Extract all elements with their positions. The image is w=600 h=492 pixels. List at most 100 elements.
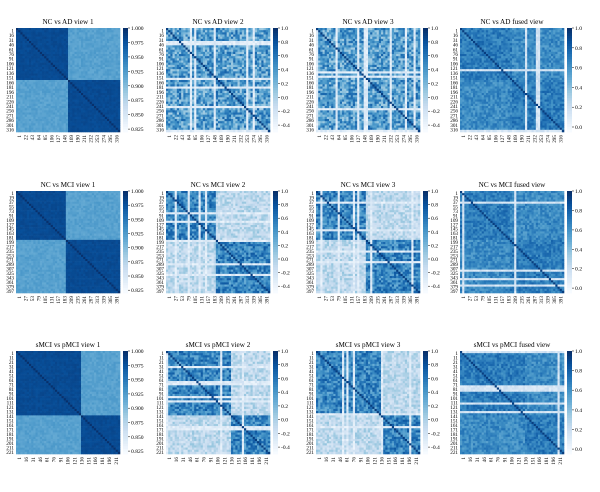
heatmap-cell [174, 106, 178, 109]
heatmap-cell [16, 129, 19, 133]
heatmap-cell [16, 82, 19, 85]
heatmap-cell [263, 67, 266, 70]
heatmap-cell [29, 43, 32, 46]
heatmap-cell [104, 112, 108, 115]
heatmap-cell [91, 123, 95, 126]
heatmap-cell [20, 64, 23, 68]
heatmap-cell [237, 121, 240, 124]
heatmap-cell [265, 51, 269, 55]
heatmap-cell [115, 112, 119, 115]
heatmap-cell [239, 82, 243, 85]
heatmap-cell [417, 32, 421, 35]
heatmap-cell [87, 56, 90, 59]
heatmap-cell [29, 34, 32, 37]
heatmap-cell [254, 60, 258, 63]
heatmap-cell [57, 103, 60, 107]
heatmap-cell [109, 125, 112, 128]
heatmap-cell [179, 51, 182, 55]
heatmap-cell [200, 119, 204, 122]
heatmap-cell [42, 51, 45, 55]
heatmap-cell [228, 125, 232, 128]
heatmap-cell [37, 73, 41, 76]
heatmap-cell [231, 38, 234, 42]
heatmap-cell [237, 30, 240, 33]
heatmap-cell [91, 127, 95, 131]
heatmap-cell [31, 84, 34, 87]
heatmap-cell [104, 69, 108, 72]
heatmap-cell [59, 121, 62, 124]
heatmap-cell [254, 34, 258, 37]
heatmap-cell [109, 95, 112, 98]
heatmap-cell [239, 41, 243, 44]
heatmap-cell [50, 30, 54, 33]
heatmap-cell [74, 64, 77, 68]
heatmap-cell [248, 114, 251, 118]
heatmap-cell [46, 121, 49, 124]
heatmap-cell [237, 129, 240, 133]
heatmap-cell [176, 101, 180, 105]
heatmap-cell [248, 125, 251, 128]
heatmap-cell [355, 34, 358, 37]
heatmap-cell [74, 93, 77, 96]
heatmap-cell [174, 54, 178, 57]
heatmap-cell [189, 95, 193, 98]
heatmap-cell [168, 38, 171, 42]
heatmap-cell [187, 80, 191, 83]
heatmap-cell [48, 129, 51, 133]
heatmap-cell [257, 80, 260, 83]
heatmap-cell [63, 84, 67, 87]
heatmap-cell [42, 95, 45, 98]
heatmap-cell [61, 114, 64, 118]
heatmap-cell [18, 36, 21, 40]
heatmap-cell [226, 127, 230, 131]
heatmap-cell [215, 101, 219, 105]
heatmap-cell [29, 67, 32, 70]
heatmap-cell [109, 103, 112, 107]
heatmap-cell [241, 119, 245, 122]
heatmap-cell [24, 62, 28, 66]
heatmap-cell [383, 32, 386, 35]
heatmap-cell [117, 64, 121, 68]
x-tick-label: 316 [114, 135, 120, 143]
heatmap-cell [198, 80, 201, 83]
heatmap-cell [44, 106, 47, 109]
heatmap-cell [257, 121, 260, 124]
heatmap-cell [168, 30, 171, 33]
heatmap-cell [22, 90, 25, 94]
heatmap-cell [29, 106, 32, 109]
heatmap-cell [244, 88, 247, 92]
heatmap-cell [181, 88, 184, 92]
colorbar-tick-label: 0.2 [281, 82, 288, 88]
heatmap-cell [63, 99, 67, 102]
heatmap-cell [248, 116, 251, 120]
heatmap-cell [29, 49, 32, 53]
heatmap-cell [181, 30, 184, 33]
colorbar-step [123, 30, 128, 34]
heatmap-cell [78, 80, 82, 83]
heatmap-cell [409, 32, 412, 35]
heatmap-cell [329, 28, 332, 31]
heatmap-cell [76, 38, 80, 42]
heatmap-cell [74, 56, 77, 59]
heatmap-cell [20, 30, 23, 33]
heatmap-cell [335, 32, 338, 35]
heatmap-cell [102, 67, 106, 70]
heatmap-cell [209, 64, 212, 68]
heatmap-cell [170, 101, 173, 105]
heatmap-cell [78, 56, 82, 59]
heatmap-cell [259, 114, 262, 118]
heatmap-cell [22, 69, 25, 72]
heatmap-cell [259, 73, 262, 76]
heatmap-cell [37, 90, 41, 94]
heatmap-cell [222, 56, 225, 59]
x-tick-label: 211 [232, 135, 238, 143]
heatmap-cell [31, 69, 34, 72]
heatmap-cell [22, 82, 25, 85]
heatmap-cell [189, 82, 193, 85]
heatmap-cell [202, 28, 206, 31]
heatmap-cell [211, 90, 214, 94]
heatmap-cell [226, 77, 230, 81]
heatmap-cell [55, 51, 58, 55]
heatmap-cell [213, 43, 217, 46]
heatmap-cell [44, 49, 47, 53]
